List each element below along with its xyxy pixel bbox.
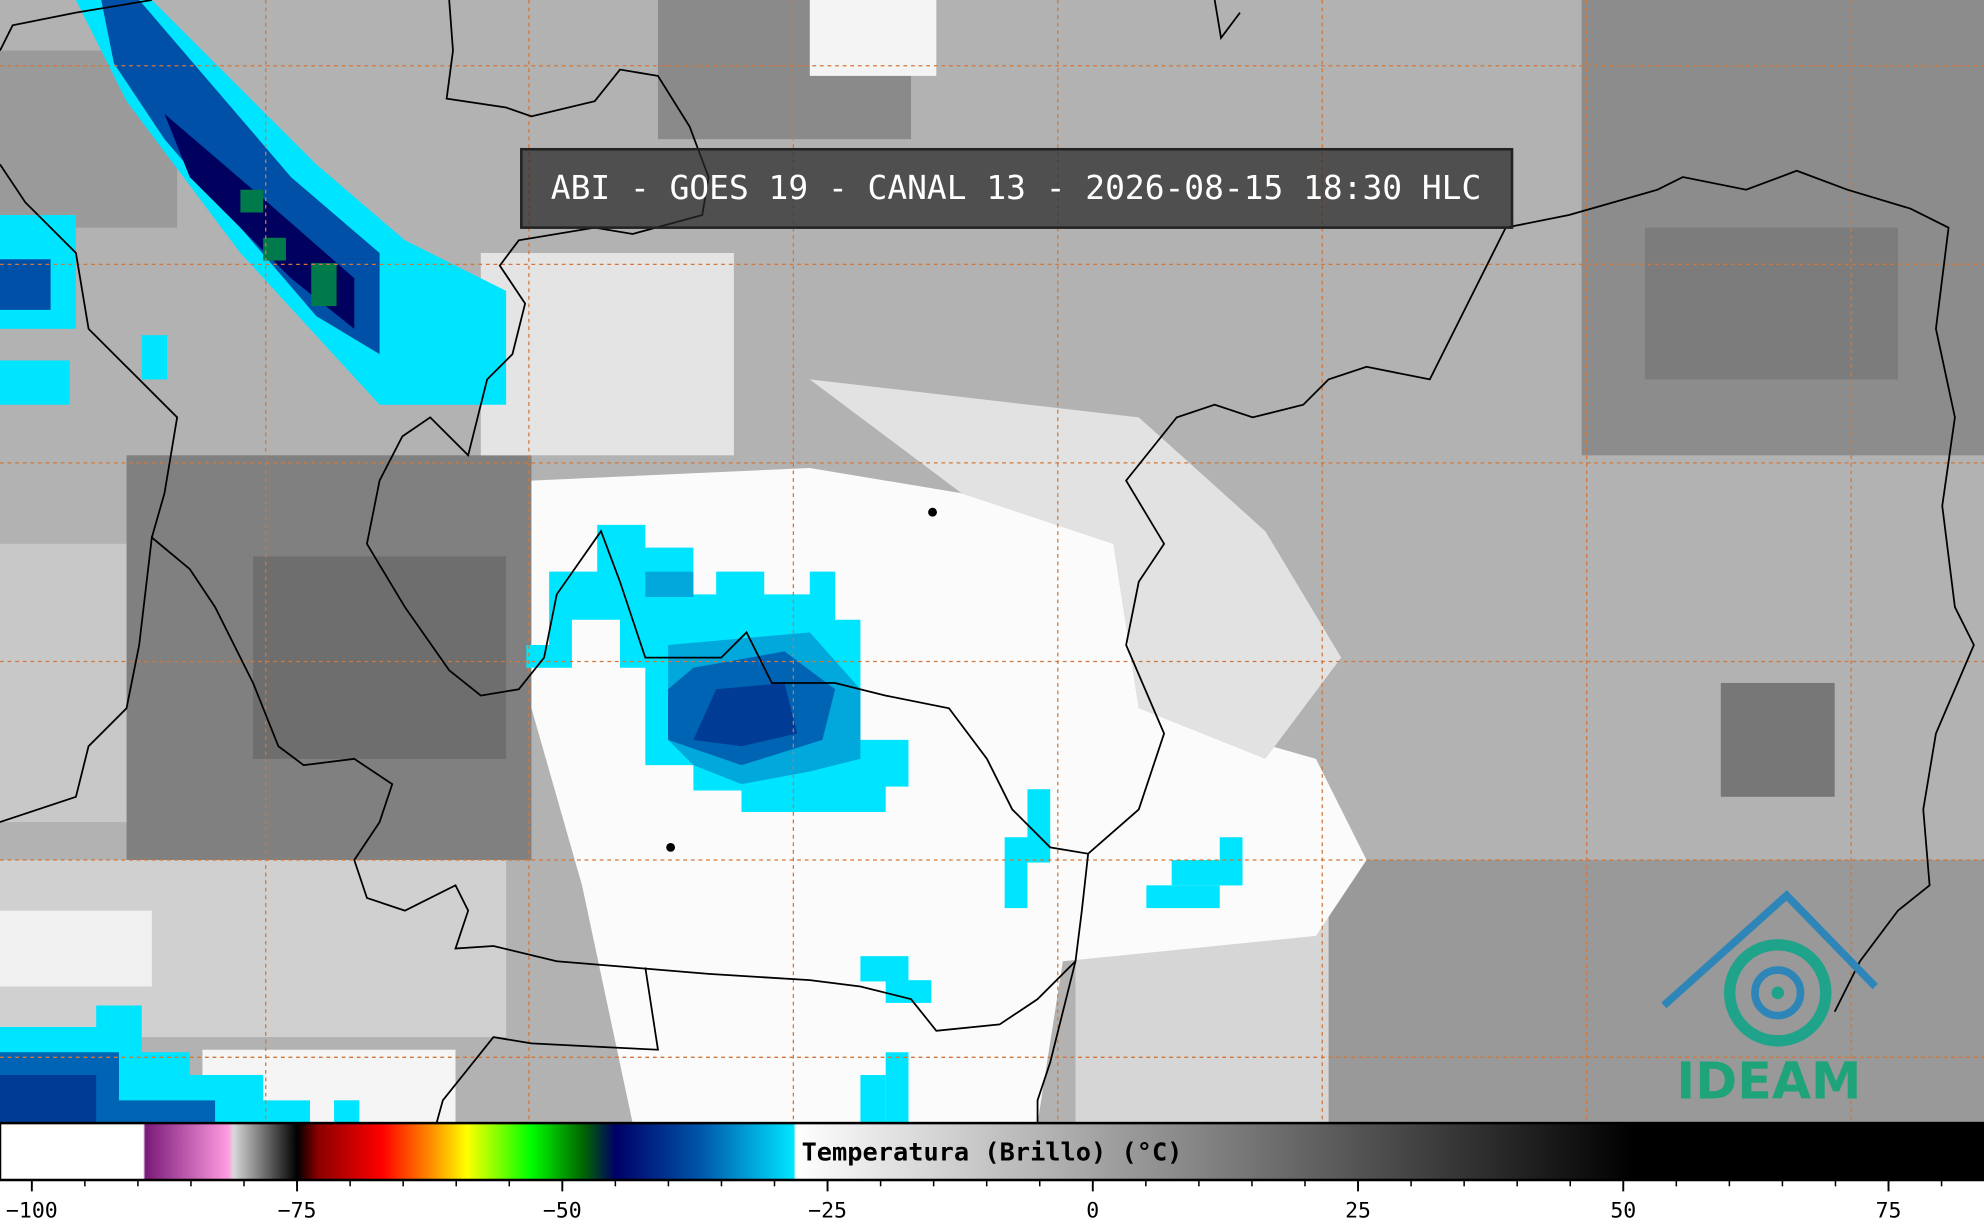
title: ABI - GOES 19 - CANAL 13 - 2026-08-15 18… (551, 168, 1481, 207)
tick-label: 25 (1345, 1199, 1371, 1223)
colorbar (0, 1121, 1984, 1182)
title-box: ABI - GOES 19 - CANAL 13 - 2026-08-15 18… (520, 147, 1514, 229)
borders (0, 0, 1975, 1124)
colorbar-label: Temperatura (Brillo) (°C) (802, 1137, 1183, 1166)
tick-label: −50 (543, 1199, 582, 1223)
tick-label: 0 (1086, 1199, 1099, 1223)
tick-label: −25 (808, 1199, 847, 1223)
tick-label: −75 (278, 1199, 317, 1223)
tick-label: 50 (1610, 1199, 1636, 1223)
logo: IDEAM (1661, 890, 1878, 1111)
tick-label: 75 (1876, 1199, 1902, 1223)
tick-label: −100 (6, 1199, 58, 1223)
map-grid (0, 0, 1984, 1124)
logo-text: IDEAM (1676, 1052, 1861, 1111)
